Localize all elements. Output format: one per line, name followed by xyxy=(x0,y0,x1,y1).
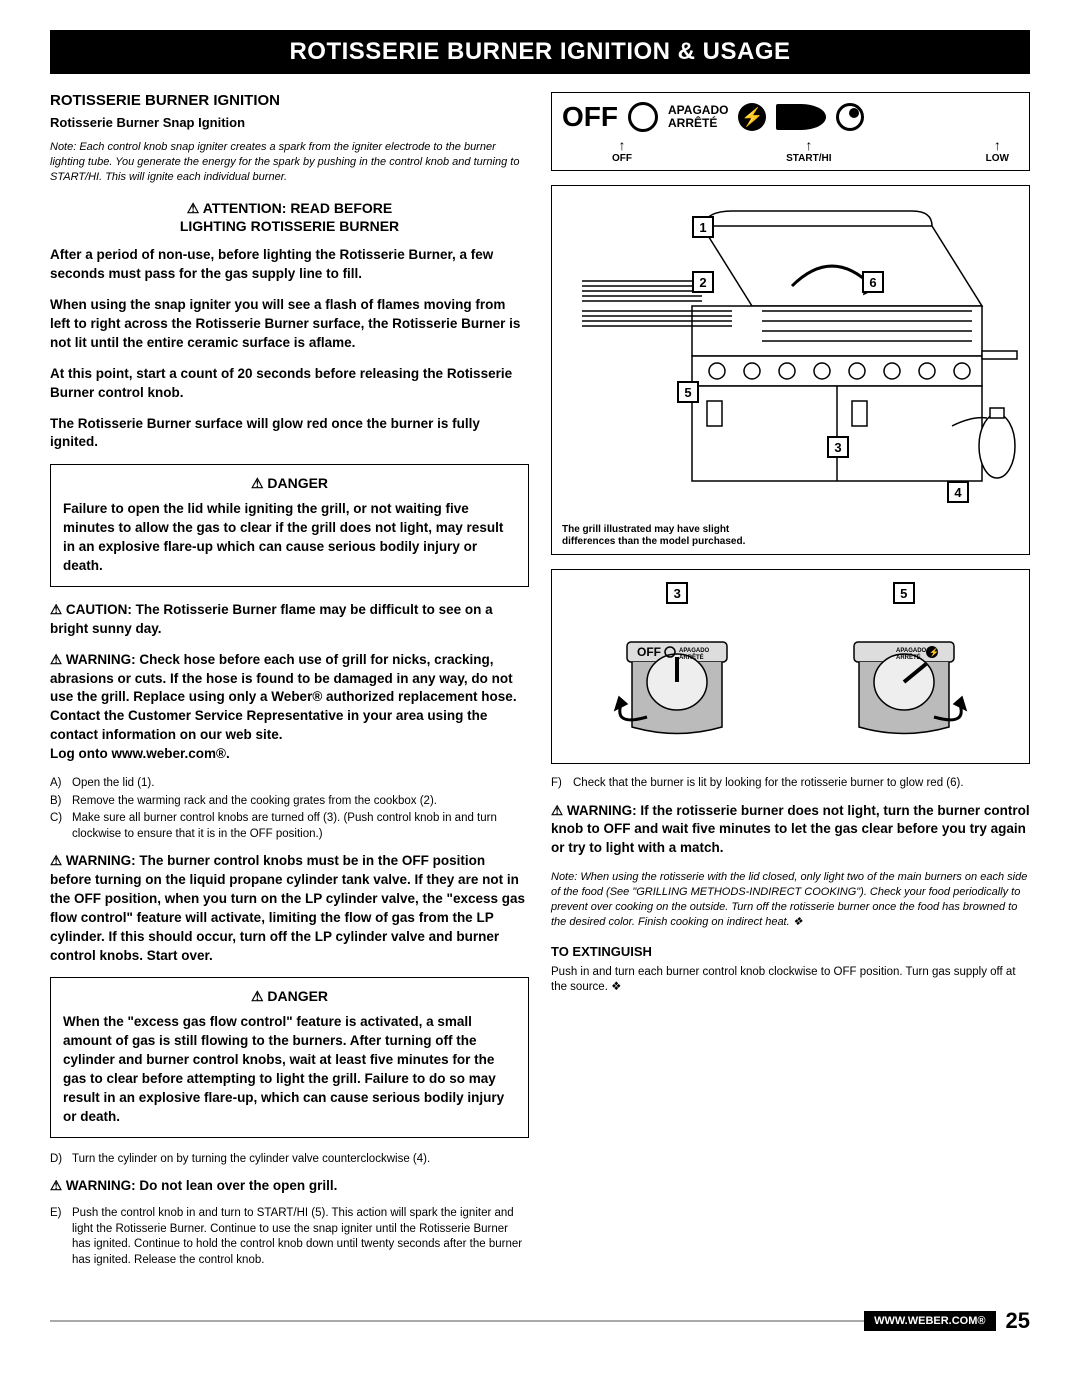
extinguish-text: Push in and turn each burner control kno… xyxy=(551,965,1030,996)
svg-text:⚡: ⚡ xyxy=(929,647,939,657)
knob-pair-diagram: 3 OFF APAGADO ARRÊTÉ xyxy=(551,569,1030,764)
callout-6: 6 xyxy=(862,271,884,293)
knob-off-diagram: 3 OFF APAGADO ARRÊTÉ xyxy=(597,582,757,742)
svg-text:ARRÊTÉ: ARRÊTÉ xyxy=(896,653,921,661)
paragraph: The Rotisserie Burner surface will glow … xyxy=(50,415,529,453)
footer-rule xyxy=(50,1320,864,1322)
extinguish-heading: TO EXTINGUISH xyxy=(551,944,1030,959)
page-title: ROTISSERIE BURNER IGNITION & USAGE xyxy=(50,30,1030,74)
danger-title: ⚠ DANGER xyxy=(63,475,516,492)
callout-1: 1 xyxy=(692,216,714,238)
step-letter: B) xyxy=(50,794,72,810)
caution-text: ⚠ CAUTION: The Rotisserie Burner flame m… xyxy=(50,601,529,639)
warning-text: ⚠ WARNING: If the rotisserie burner does… xyxy=(551,802,1030,859)
note-text: Note: Each control knob snap igniter cre… xyxy=(50,140,529,185)
danger-body: When the "excess gas flow control" featu… xyxy=(63,1013,516,1126)
paragraph: After a period of non-use, before lighti… xyxy=(50,246,529,284)
two-column-layout: ROTISSERIE BURNER IGNITION Rotisserie Bu… xyxy=(50,92,1030,1278)
callout-4: 4 xyxy=(947,481,969,503)
step-letter: C) xyxy=(50,811,72,842)
flame-icon xyxy=(776,104,826,130)
step-text: Make sure all burner control knobs are t… xyxy=(72,811,529,842)
callout-5b: 5 xyxy=(893,582,915,604)
danger-body: Failure to open the lid while igniting t… xyxy=(63,500,516,576)
warning-text: ⚠ WARNING: Check hose before each use of… xyxy=(50,651,529,764)
warning-text: ⚠ WARNING: The burner control knobs must… xyxy=(50,852,529,965)
position-label: LOW xyxy=(986,137,1009,164)
step-text: Open the lid (1). xyxy=(72,776,154,792)
off-circle-icon xyxy=(628,102,658,132)
note-text: Note: When using the rotisserie with the… xyxy=(551,870,1030,929)
svg-text:ARRÊTÉ: ARRÊTÉ xyxy=(679,653,704,661)
knob-off-svg: OFF APAGADO ARRÊTÉ xyxy=(597,612,757,742)
step-list: E)Push the control knob in and turn to S… xyxy=(50,1206,529,1268)
position-label: OFF xyxy=(612,137,632,164)
right-column: OFF APAGADOARRÊTÉ ⚡ OFF START/HI LOW xyxy=(551,92,1030,1278)
page-footer: WWW.WEBER.COM® 25 xyxy=(50,1308,1030,1334)
callout-5: 5 xyxy=(677,381,699,403)
step-letter: F) xyxy=(551,776,573,792)
step-list: D)Turn the cylinder on by turning the cy… xyxy=(50,1152,529,1168)
off-text: OFF xyxy=(637,645,661,659)
svg-text:APAGADO: APAGADO xyxy=(679,648,710,654)
footer-url: WWW.WEBER.COM® xyxy=(864,1311,995,1331)
svg-text:APAGADO: APAGADO xyxy=(896,648,927,654)
callout-3b: 3 xyxy=(666,582,688,604)
translated-labels: APAGADOARRÊTÉ xyxy=(668,104,728,130)
step-list: A)Open the lid (1). B)Remove the warming… xyxy=(50,776,529,842)
step-letter: E) xyxy=(50,1206,72,1268)
step-list: F)Check that the burner is lit by lookin… xyxy=(551,776,1030,792)
danger-title: ⚠ DANGER xyxy=(63,988,516,1005)
diagram-caption: The grill illustrated may have slight di… xyxy=(562,524,745,548)
knob-start-svg: APAGADO ARRÊTÉ ⚡ xyxy=(824,612,984,742)
warning-text: ⚠ WARNING: Do not lean over the open gri… xyxy=(50,1177,529,1196)
off-label: OFF xyxy=(562,101,618,133)
step-text: Push the control knob in and turn to STA… xyxy=(72,1206,529,1268)
danger-box: ⚠ DANGER When the "excess gas flow contr… xyxy=(50,977,529,1137)
callout-2: 2 xyxy=(692,271,714,293)
step-letter: A) xyxy=(50,776,72,792)
bolt-icon: ⚡ xyxy=(738,103,766,131)
section-heading: ROTISSERIE BURNER IGNITION xyxy=(50,92,529,109)
grill-diagram: 1 2 6 5 3 4 The grill illustrated may ha… xyxy=(551,185,1030,555)
step-text: Check that the burner is lit by looking … xyxy=(573,776,964,792)
step-text: Remove the warming rack and the cooking … xyxy=(72,794,437,810)
low-circle-icon xyxy=(836,103,864,131)
callout-3: 3 xyxy=(827,436,849,458)
knob-position-diagram: OFF APAGADOARRÊTÉ ⚡ OFF START/HI LOW xyxy=(551,92,1030,171)
paragraph: At this point, start a count of 20 secon… xyxy=(50,365,529,403)
position-label: START/HI xyxy=(786,137,831,164)
sub-heading: Rotisserie Burner Snap Ignition xyxy=(50,115,529,130)
danger-box: ⚠ DANGER Failure to open the lid while i… xyxy=(50,464,529,587)
left-column: ROTISSERIE BURNER IGNITION Rotisserie Bu… xyxy=(50,92,529,1278)
step-letter: D) xyxy=(50,1152,72,1168)
attention-heading: ⚠ ATTENTION: READ BEFORE LIGHTING ROTISS… xyxy=(50,199,529,237)
knob-start-diagram: 5 APAGADO ARRÊTÉ ⚡ xyxy=(824,582,984,742)
paragraph: When using the snap igniter you will see… xyxy=(50,296,529,353)
step-text: Turn the cylinder on by turning the cyli… xyxy=(72,1152,430,1168)
page-number: 25 xyxy=(1006,1308,1030,1334)
